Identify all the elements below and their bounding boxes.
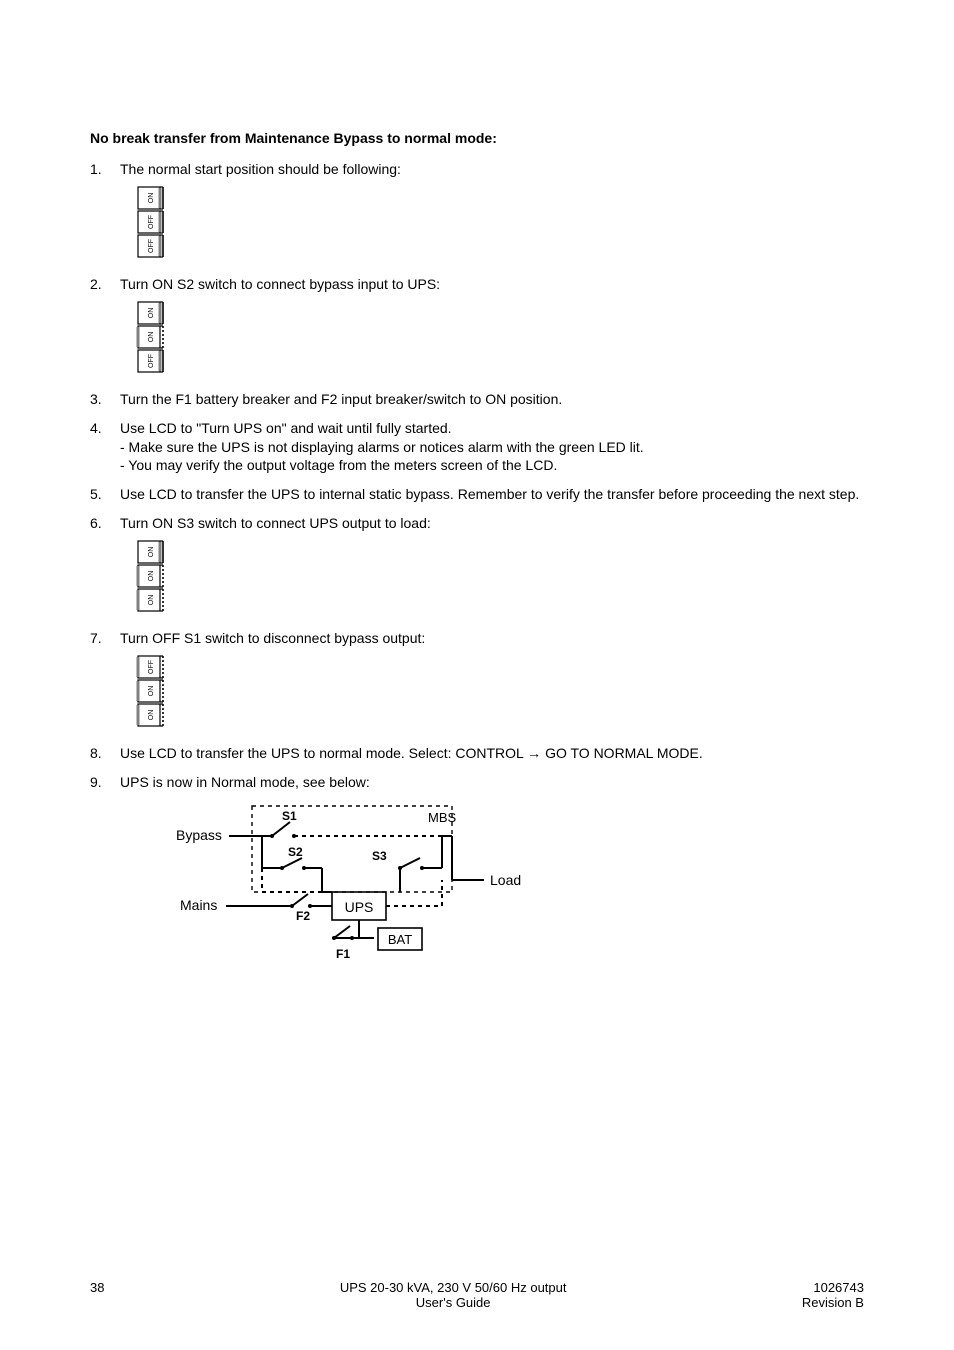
step-body: Turn OFF S1 switch to disconnect bypass … xyxy=(120,629,864,734)
svg-text:Load: Load xyxy=(490,872,521,888)
step-body: The normal start position should be foll… xyxy=(120,160,864,265)
footer-center: UPS 20-30 kVA, 230 V 50/60 Hz output Use… xyxy=(340,1280,567,1310)
svg-text:OFF: OFF xyxy=(148,239,155,253)
step-2: 2. Turn ON S2 switch to connect bypass i… xyxy=(90,275,864,380)
svg-text:Mains: Mains xyxy=(180,897,217,913)
svg-text:UPS: UPS xyxy=(345,899,374,915)
step-text-line1: Use LCD to "Turn UPS on" and wait until … xyxy=(120,419,864,438)
step-number: 9. xyxy=(90,773,120,975)
step-text: Turn ON S3 switch to connect UPS output … xyxy=(120,514,864,533)
svg-text:Bypass: Bypass xyxy=(176,827,222,843)
svg-text:BAT: BAT xyxy=(388,932,412,947)
step-number: 5. xyxy=(90,485,120,504)
steps-list: 1. The normal start position should be f… xyxy=(90,160,864,975)
step-text-line2: - Make sure the UPS is not displaying al… xyxy=(120,438,864,457)
step-number: 4. xyxy=(90,419,120,476)
step-body: Use LCD to "Turn UPS on" and wait until … xyxy=(120,419,864,476)
step-text: Use LCD to transfer the UPS to normal mo… xyxy=(120,744,864,763)
step-6: 6. Turn ON S3 switch to connect UPS outp… xyxy=(90,514,864,619)
step-5: 5. Use LCD to transfer the UPS to intern… xyxy=(90,485,864,504)
step-text: Turn the F1 battery breaker and F2 input… xyxy=(120,390,864,409)
footer-title: UPS 20-30 kVA, 230 V 50/60 Hz output xyxy=(340,1280,567,1295)
step-number: 2. xyxy=(90,275,120,380)
step-9: 9. UPS is now in Normal mode, see below:… xyxy=(90,773,864,975)
svg-text:OFF: OFF xyxy=(148,215,155,229)
footer-revision: Revision B xyxy=(802,1295,864,1310)
svg-text:F2: F2 xyxy=(296,909,310,923)
step-4: 4. Use LCD to "Turn UPS on" and wait unt… xyxy=(90,419,864,476)
svg-text:MBS: MBS xyxy=(428,810,457,825)
step-body: Turn the F1 battery breaker and F2 input… xyxy=(120,390,864,409)
page: No break transfer from Maintenance Bypas… xyxy=(0,0,954,1350)
svg-text:ON: ON xyxy=(148,571,155,582)
svg-text:ON: ON xyxy=(148,332,155,343)
step-text: UPS is now in Normal mode, see below: xyxy=(120,773,864,792)
svg-text:OFF: OFF xyxy=(148,354,155,368)
step-1: 1. The normal start position should be f… xyxy=(90,160,864,265)
step-body: Use LCD to transfer the UPS to internal … xyxy=(120,485,864,504)
step-body: Turn ON S2 switch to connect bypass inpu… xyxy=(120,275,864,380)
step-number: 8. xyxy=(90,744,120,763)
switch-diagram-1: ON OFF xyxy=(136,185,864,259)
step-number: 1. xyxy=(90,160,120,265)
step-body: UPS is now in Normal mode, see below: MB… xyxy=(120,773,864,975)
svg-text:S1: S1 xyxy=(282,809,297,823)
footer-subtitle: User's Guide xyxy=(340,1295,567,1310)
footer-docnum: 1026743 xyxy=(802,1280,864,1295)
switch-diagram-2: ON ON xyxy=(136,300,864,374)
footer-right: 1026743 Revision B xyxy=(802,1280,864,1310)
svg-text:S3: S3 xyxy=(372,849,387,863)
switch-diagram-3: ON ON xyxy=(136,539,864,613)
svg-text:OFF: OFF xyxy=(148,660,155,674)
step-text: Turn OFF S1 switch to disconnect bypass … xyxy=(120,629,864,648)
footer: 38 UPS 20-30 kVA, 230 V 50/60 Hz output … xyxy=(90,1280,864,1310)
step-body: Use LCD to transfer the UPS to normal mo… xyxy=(120,744,864,763)
step-number: 7. xyxy=(90,629,120,734)
step-8: 8. Use LCD to transfer the UPS to normal… xyxy=(90,744,864,763)
svg-text:S2: S2 xyxy=(288,845,303,859)
footer-page: 38 xyxy=(90,1280,104,1310)
step-text: Turn ON S2 switch to connect bypass inpu… xyxy=(120,275,864,294)
step-text: Use LCD to transfer the UPS to internal … xyxy=(120,485,864,504)
svg-text:ON: ON xyxy=(148,595,155,606)
svg-text:F1: F1 xyxy=(336,947,350,961)
step-7: 7. Turn OFF S1 switch to disconnect bypa… xyxy=(90,629,864,734)
svg-text:ON: ON xyxy=(148,686,155,697)
step-number: 6. xyxy=(90,514,120,619)
switch-diagram-4: OFF ON xyxy=(136,654,864,728)
svg-text:ON: ON xyxy=(148,308,155,319)
step-text-line3: - You may verify the output voltage from… xyxy=(120,456,864,475)
step-body: Turn ON S3 switch to connect UPS output … xyxy=(120,514,864,619)
step-number: 3. xyxy=(90,390,120,409)
svg-text:ON: ON xyxy=(148,547,155,558)
circuit-diagram: MBS Bypass S1 xyxy=(174,800,864,975)
step-3: 3. Turn the F1 battery breaker and F2 in… xyxy=(90,390,864,409)
section-title: No break transfer from Maintenance Bypas… xyxy=(90,130,864,146)
step-text: The normal start position should be foll… xyxy=(120,160,864,179)
svg-text:ON: ON xyxy=(148,193,155,204)
svg-text:ON: ON xyxy=(148,710,155,721)
